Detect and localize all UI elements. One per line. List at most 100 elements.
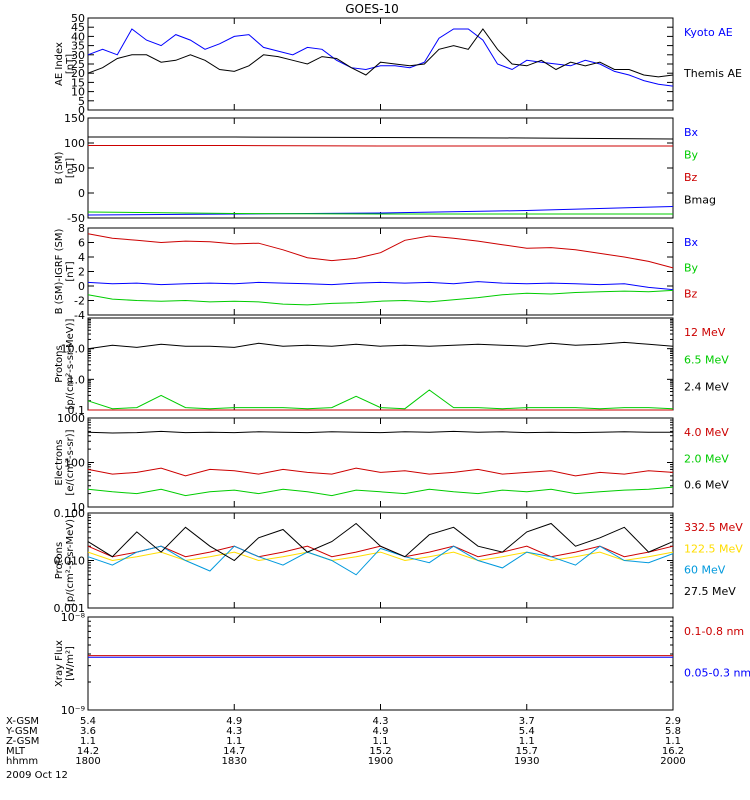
- y-tick-label: 0: [78, 187, 85, 200]
- legend-entry: 0.05-0.3 nm: [684, 667, 750, 680]
- legend-entry: 2.0 MeV: [684, 452, 729, 465]
- panel-xray: 10⁻⁹ 10⁻⁸ Xray Flux [W/m²] 0.1-0.8 nm 0.05-0.…: [54, 611, 750, 717]
- y-tick-label: 1000: [57, 412, 85, 425]
- row-value: 15.7: [516, 746, 538, 757]
- y-tick-label: 50: [71, 12, 85, 25]
- row-value: 16.2: [662, 746, 684, 757]
- x-axis-table: X-GSM 5.4 4.9 4.3 3.7 2.9Y-GSM 3.6 4.3 4.9 5.4 5.8…: [5, 716, 686, 781]
- y-axis-unit: [nT]: [65, 261, 76, 281]
- y-axis-label: Electrons: [54, 439, 65, 485]
- row-value: 2.9: [665, 716, 681, 727]
- y-tick-label: -4: [74, 309, 85, 322]
- panel-frame: [87, 117, 674, 219]
- row-value: 1.1: [665, 736, 681, 747]
- y-tick-label: 5: [78, 95, 85, 108]
- series-line-bz: [87, 233, 674, 269]
- row-value: 5.4: [80, 716, 96, 727]
- series-line-bx: [87, 281, 674, 291]
- y-tick-label: 35: [71, 40, 85, 53]
- row-label: Y-GSM: [5, 726, 38, 737]
- legend-entry: 6.5 MeV: [684, 353, 729, 366]
- legend-entry: Bx: [684, 236, 699, 249]
- plot-title: GOES-10: [345, 2, 399, 16]
- row-label: X-GSM: [6, 716, 39, 727]
- row-value: 4.9: [373, 726, 389, 737]
- panel-frame: [87, 227, 674, 316]
- row-value: 2000: [660, 756, 685, 767]
- series-line-6-5-mev: [87, 389, 674, 410]
- y-tick-label: 1.0: [68, 373, 86, 386]
- y-tick-label: 8: [78, 222, 85, 235]
- series-line-60-mev: [87, 545, 674, 576]
- row-value: 1830: [222, 756, 247, 767]
- row-value: 1800: [75, 756, 100, 767]
- y-tick-label: -50: [67, 212, 85, 225]
- row-label: Z-GSM: [6, 736, 39, 747]
- y-axis-label: Protons: [54, 345, 65, 382]
- series-line-27-5-mev: [87, 522, 674, 562]
- panel-b: -50 0 50 100 150 B (SM) [nT] Bx By Bz Bmag: [54, 112, 716, 225]
- legend-entry: 0.6 MeV: [684, 479, 729, 492]
- y-axis-label: Protons: [54, 542, 65, 579]
- series-line-4-0-mev: [87, 467, 674, 477]
- legend-entry: 2.4 MeV: [684, 381, 729, 394]
- series-line-kyoto-ae: [87, 28, 674, 87]
- legend-entry: 122.5 MeV: [684, 542, 743, 555]
- series-line-by: [87, 289, 674, 306]
- series-line-by: [87, 211, 673, 215]
- y-tick-label: 20: [71, 67, 85, 80]
- series-line-2-4-mev: [87, 341, 674, 350]
- y-axis-label: AE Index: [54, 42, 65, 86]
- row-value: 1930: [514, 756, 539, 767]
- y-tick-label: 150: [64, 112, 85, 125]
- row-value: 4.9: [226, 716, 242, 727]
- legend-entry: Bx: [684, 126, 699, 139]
- y-tick-label: 4: [78, 251, 85, 264]
- y-tick-label: 45: [71, 21, 85, 34]
- legend-entry: 60 MeV: [684, 564, 726, 577]
- y-axis-label: Xray Flux: [54, 640, 65, 687]
- series-line-122-5-mev: [87, 551, 674, 562]
- y-tick-label: 40: [71, 30, 85, 43]
- series-line-0-6-mev: [87, 430, 673, 434]
- y-tick-label: 50: [71, 162, 85, 175]
- panel-electrons: 10 100 1000 Electrons [e/(cm²-s-sr)] 4.0 MeV 2…: [54, 412, 729, 514]
- y-tick-label: 100: [64, 137, 85, 150]
- panel-frame: [87, 17, 674, 111]
- legend-entry: 27.5 MeV: [684, 585, 736, 598]
- legend-entry: Kyoto AE: [684, 26, 733, 39]
- y-tick-label: 30: [71, 49, 85, 62]
- y-tick-label: 0.010: [54, 555, 86, 568]
- y-tick-label: 0.001: [54, 602, 86, 615]
- row-label: hhmm: [6, 756, 38, 767]
- row-value: 14.2: [77, 746, 99, 757]
- y-tick-label: 25: [71, 58, 85, 71]
- y-tick-label: 2: [78, 266, 85, 279]
- panel-frame: [87, 417, 674, 508]
- row-value: 4.3: [226, 726, 242, 737]
- series-line-2-0-mev: [87, 486, 674, 497]
- y-axis-unit: [W/m²]: [65, 646, 76, 681]
- y-tick-label: 6: [78, 237, 85, 250]
- row-value: 5.4: [519, 726, 535, 737]
- legend-entry: By: [684, 149, 699, 162]
- panel-bdiff: -4-2 02 46 8 B (SM)-IGRF (SM) [nT] Bx By Bz: [54, 222, 699, 322]
- y-axis-unit: [nT]: [65, 54, 76, 74]
- y-tick-label: 10: [71, 86, 85, 99]
- y-tick-label: 10.0: [61, 343, 86, 356]
- legend-entry: 0.1-0.8 nm: [684, 625, 744, 638]
- panel-frame: [87, 512, 674, 609]
- y-tick-label: 15: [71, 76, 85, 89]
- y-axis-unit: [p/(cm²-s-sr-MeV)]: [65, 515, 76, 606]
- y-axis-unit: [e/(cm²-s-sr)]: [65, 429, 76, 495]
- y-tick-label: 0.1: [68, 404, 86, 417]
- legend-entry: Themis AE: [683, 67, 742, 80]
- panel-frame: [87, 317, 674, 411]
- y-axis-label: B (SM): [54, 151, 65, 184]
- series-line-themis-ae: [87, 28, 674, 78]
- legend-entry: 332.5 MeV: [684, 521, 743, 534]
- row-value: 1.1: [373, 736, 389, 747]
- series-line-bx: [87, 206, 674, 216]
